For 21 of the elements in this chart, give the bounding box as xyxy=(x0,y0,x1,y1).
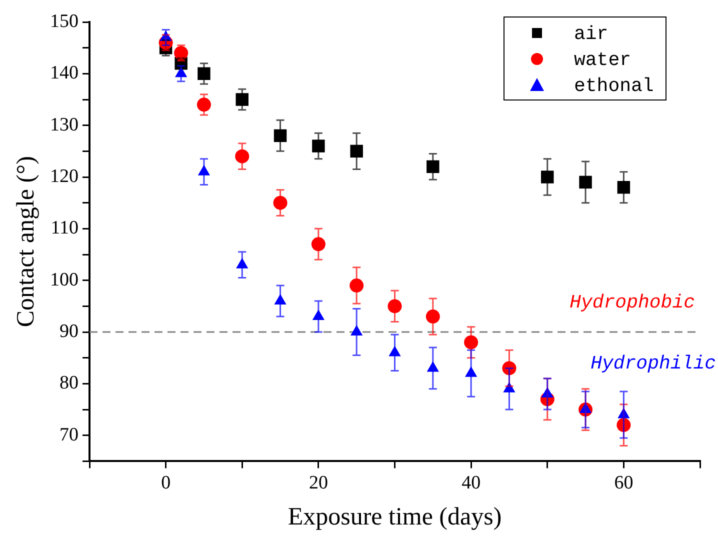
y-tick-label: 140 xyxy=(50,62,78,84)
y-tick-label: 110 xyxy=(50,218,78,239)
x-tick-label: 60 xyxy=(614,472,634,494)
y-tick-label: 70 xyxy=(60,424,78,446)
x-tick-label: 20 xyxy=(308,472,328,494)
y-tick-label: 130 xyxy=(50,114,78,136)
legend-label: ethonal xyxy=(574,75,654,98)
annotation: Hydrophilic xyxy=(590,352,716,375)
point xyxy=(312,140,325,152)
y-tick-label: 120 xyxy=(50,166,78,187)
x-tick-label: 0 xyxy=(161,472,171,494)
y-tick-label: 90 xyxy=(60,321,78,342)
y-tick-label: 100 xyxy=(50,269,78,290)
y-axis-title: Contact angle (°) xyxy=(12,156,40,328)
y-tick-label: 150 xyxy=(50,10,78,32)
x-tick-label: 40 xyxy=(462,472,481,494)
x-axis-title: Exposure time (days) xyxy=(288,504,502,531)
y-tick-label: 80 xyxy=(60,372,78,394)
annotation: Hydrophobic xyxy=(570,292,695,314)
legend-label: water xyxy=(574,49,632,72)
legend-label: air xyxy=(574,23,608,46)
